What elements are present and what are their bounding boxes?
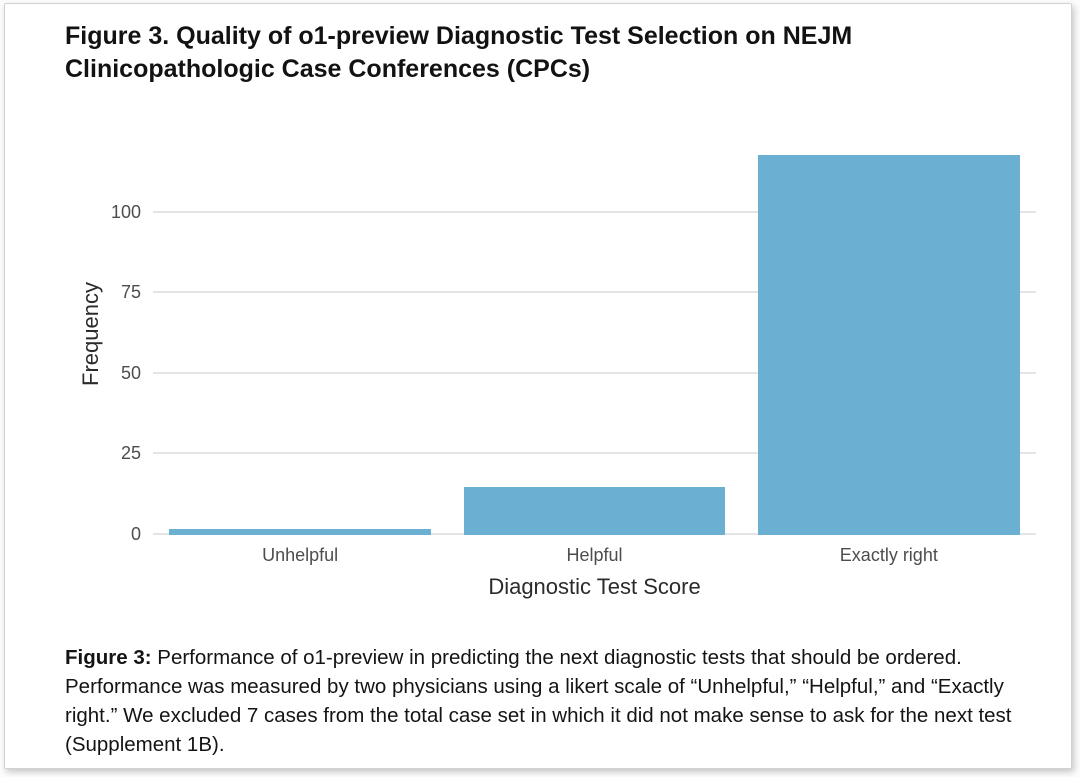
bar-helpful <box>463 486 726 535</box>
x-axis-label: Diagnostic Test Score <box>488 574 701 599</box>
y-tick-label: 50 <box>120 362 141 383</box>
figure-caption: Figure 3: Performance of o1-preview in p… <box>65 643 1025 760</box>
bar-unhelpful <box>169 528 432 535</box>
plot-area: 0 25 50 75 100 <box>111 132 1036 544</box>
caption-text: Performance of o1-preview in predicting … <box>65 645 1012 757</box>
figure-card: Figure 3. Quality of o1-preview Diagnost… <box>4 3 1072 769</box>
gridline <box>153 291 1036 294</box>
bar-slot <box>742 132 1036 535</box>
bar-exactly-right <box>757 154 1020 535</box>
x-tick-label: Unhelpful <box>262 545 339 565</box>
bar-slot <box>153 132 447 535</box>
x-tick-label: Helpful <box>566 545 623 565</box>
figure-title: Figure 3. Quality of o1-preview Diagnost… <box>65 22 853 83</box>
x-tick-label: Exactly right <box>839 545 938 565</box>
caption-prefix: Figure 3: <box>65 645 152 669</box>
x-tick-row: Unhelpful Helpful Exactly right <box>153 545 1036 566</box>
bars <box>153 132 1036 535</box>
y-tick-label: 25 <box>120 443 141 464</box>
y-tick-label: 75 <box>120 282 141 303</box>
gridline <box>153 371 1036 374</box>
bar-slot <box>447 132 741 535</box>
y-tick-label: 100 <box>110 201 141 222</box>
gridline <box>153 210 1036 213</box>
gridline <box>153 452 1036 455</box>
y-tick-label: 0 <box>130 524 141 544</box>
